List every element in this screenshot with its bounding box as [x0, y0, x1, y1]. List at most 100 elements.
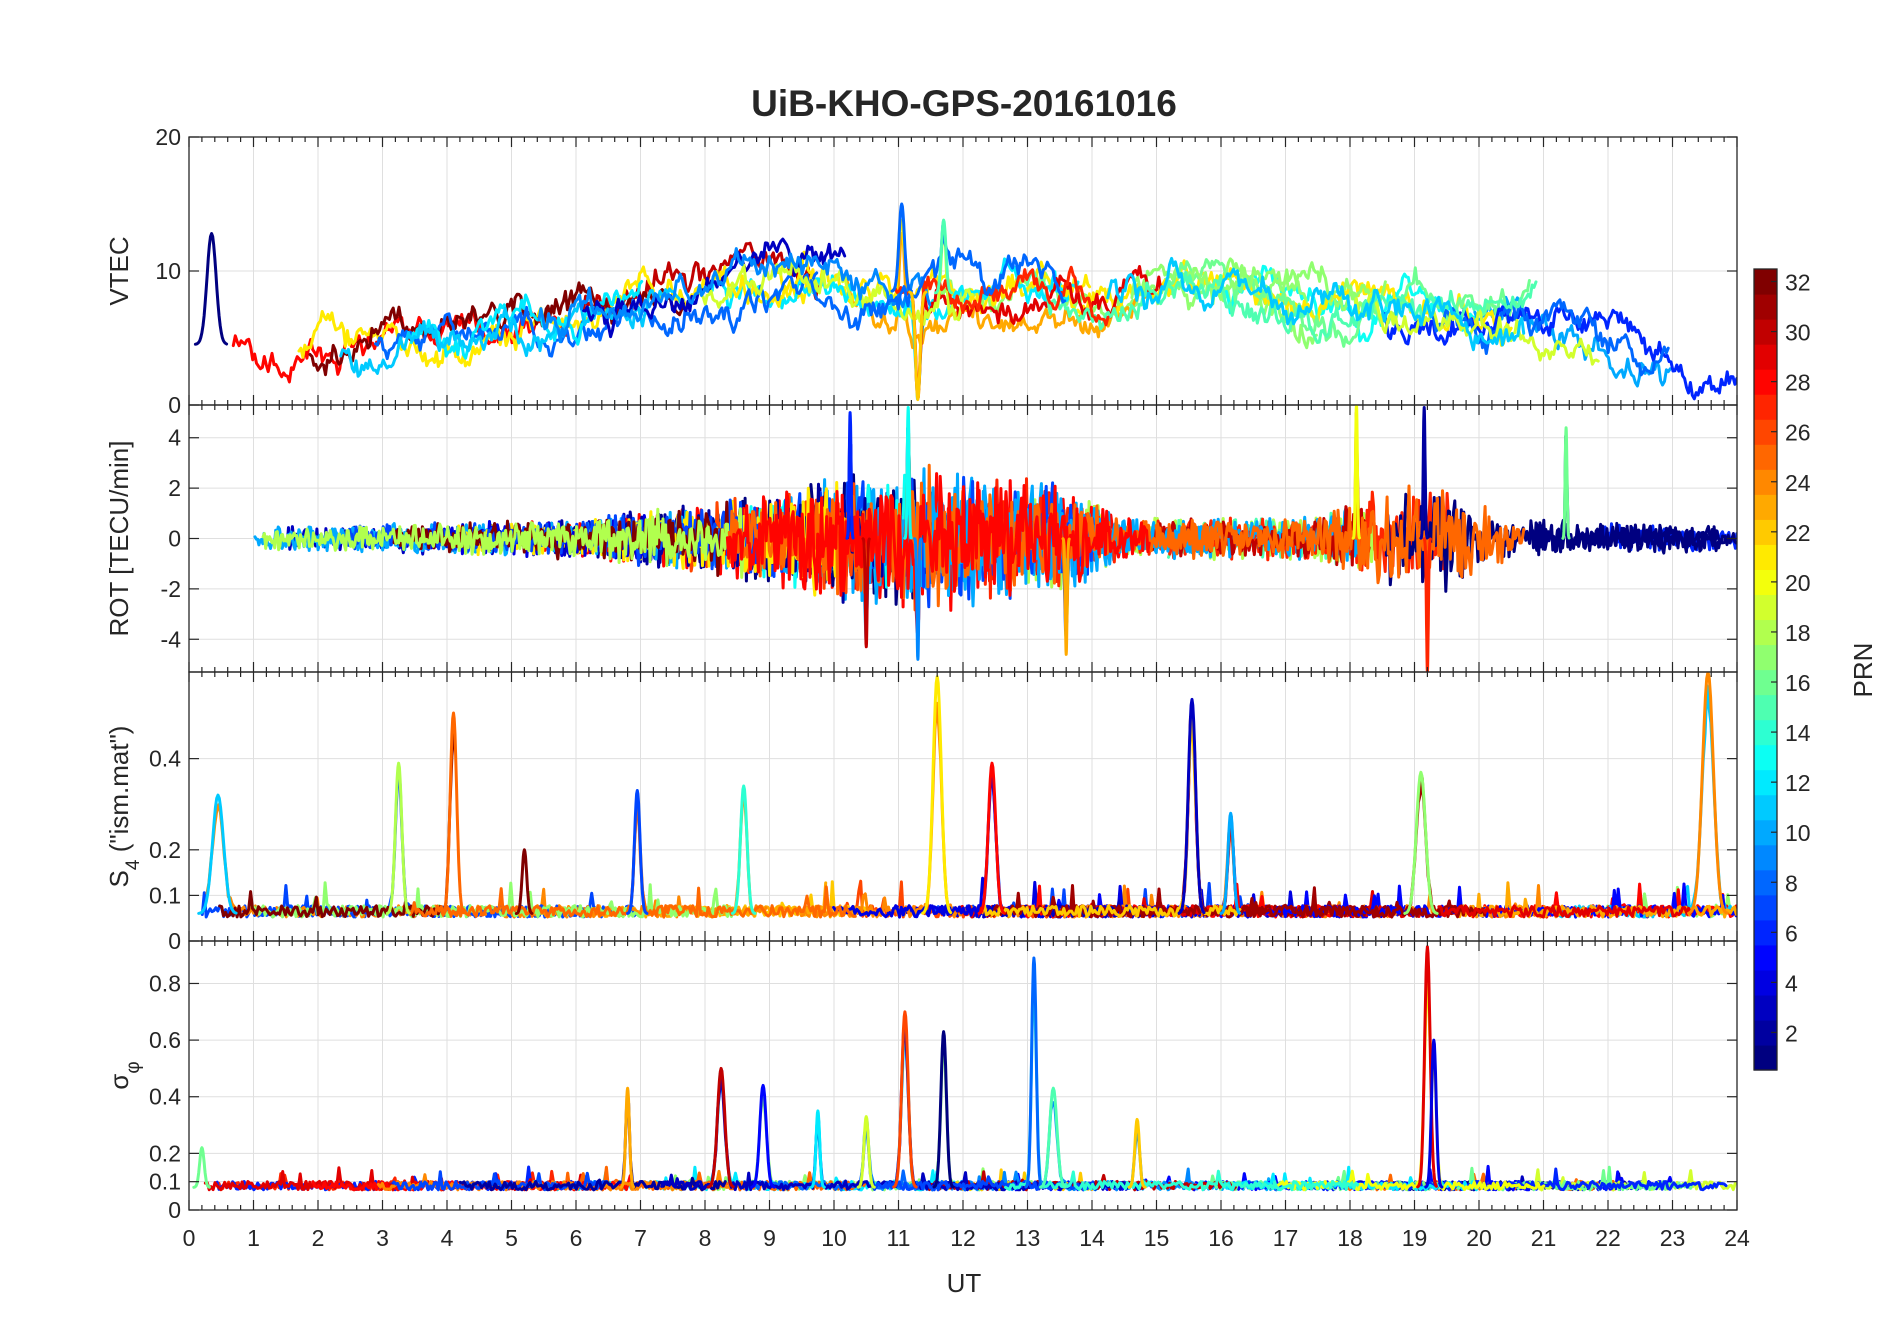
sigma_phi-trace-prn-12 [530, 1033, 956, 1192]
colorbar-tick-label: 30 [1785, 320, 1811, 346]
s4-trace-prn-24 [796, 701, 1132, 919]
sigma_phi-feature-peak [892, 1010, 918, 1189]
s4-feature-peak [1687, 672, 1729, 915]
colorbar-tick-label: 28 [1785, 370, 1811, 396]
colorbar-band [1754, 1019, 1777, 1046]
vtec-trace-prn-11 [1106, 256, 1526, 352]
rot-trace-prn-6 [1595, 522, 1737, 553]
rot-trace-prn-28 [725, 474, 1151, 638]
colorbar-tick-label: 14 [1785, 720, 1811, 746]
s4-feature-peak [385, 761, 411, 915]
x-tick-label: 17 [1273, 1225, 1299, 1251]
sigma_phi-feature-peak [1024, 956, 1044, 1189]
s4-trace-prn-24 [1072, 824, 1569, 919]
panel-sigma-phi: 00.1 0.2 0.4 0.6 0.8 σφ [104, 940, 1738, 1223]
colorbar-tick-label: 4 [1785, 970, 1798, 996]
sigma_phi-feature-peak [1127, 1117, 1147, 1189]
sigma_phi-y-tick-label: 0.4 [149, 1084, 181, 1110]
s4-feature-peak [1403, 770, 1439, 915]
rot-trace-prn-18 [261, 507, 746, 579]
x-tick-label: 1 [247, 1225, 260, 1251]
vtec-feature-peak [908, 290, 928, 402]
vtec-y-tick-label: 10 [155, 258, 181, 284]
s4-y-tick-label: 0.2 [149, 837, 181, 863]
colorbar-band [1754, 1044, 1777, 1071]
x-tick-label: 8 [699, 1225, 712, 1251]
s4-feature-peak [514, 848, 534, 915]
x-tick-label: 13 [1015, 1225, 1041, 1251]
sigma_phi-y-tick-label: 0.6 [149, 1027, 181, 1053]
s4-y-tick-label: 0.4 [149, 746, 181, 772]
rot-feature-peak [1561, 426, 1571, 540]
x-tick-label: 9 [763, 1225, 776, 1251]
x-tick-label: 15 [1144, 1225, 1170, 1251]
colorbar-tick-label: 2 [1785, 1020, 1798, 1046]
sigma_phi-ylabel-sub: φ [123, 1061, 144, 1073]
sigma_phi-feature-peak [809, 1109, 826, 1189]
vtec-trace-prn-27 [891, 265, 1110, 399]
colorbar-band [1754, 394, 1777, 420]
x-tick-label: 20 [1466, 1225, 1492, 1251]
vtec-trace-prn-8 [1428, 298, 1670, 377]
vtec-trace-prn-3 [582, 237, 847, 339]
vtec-trace-prn-19 [697, 222, 974, 326]
colorbar-tick-label: 16 [1785, 670, 1811, 696]
colorbar-band [1754, 344, 1777, 370]
sigma_phi-trace-prn-17 [666, 1039, 1033, 1192]
sigma_phi-ticks [188, 941, 1738, 1211]
chart-title: UiB-KHO-GPS-20161016 [751, 83, 1177, 124]
colorbar-tick-label: 20 [1785, 570, 1811, 596]
colorbar-frame [1753, 268, 1778, 1071]
panel-rot: -4 -2 0 2 4 ROT [TECU/min] [104, 404, 1738, 673]
x-tick-label: 23 [1660, 1225, 1686, 1251]
rot-ticks [188, 405, 1738, 672]
vtec-y-tick-label: 0 [168, 392, 181, 418]
s4-trace-prn-22 [981, 706, 1242, 918]
sigma_phi-feature-peak [1416, 945, 1438, 1189]
colorbar-band [1754, 594, 1777, 621]
s4-feature-peak [197, 793, 238, 915]
sigma_phi-feature-peak [192, 1146, 211, 1189]
colorbar-band [1754, 369, 1777, 395]
sigma_phi-grid [188, 941, 1738, 1211]
s4-feature-peak [626, 789, 649, 915]
sigma_phi-y-axis-label: σφ [104, 1061, 144, 1089]
sigma_phi-feature-peak [1038, 1086, 1067, 1189]
vtec-grid [188, 136, 1738, 406]
colorbar-band [1754, 519, 1777, 545]
x-tick-label: 5 [505, 1225, 518, 1251]
sigma_phi-trace-prn-2 [458, 1101, 727, 1192]
s4-trace-prn-11 [1558, 684, 1737, 919]
colorbar-band [1754, 694, 1777, 721]
colorbar-band [1754, 994, 1777, 1021]
rot-feature-peak [1351, 405, 1361, 540]
colorbar-band [1754, 544, 1777, 570]
colorbar-band [1754, 969, 1777, 996]
x-tick-label: 21 [1531, 1225, 1557, 1251]
colorbar-band [1754, 794, 1777, 821]
sigma_phi-traces [192, 945, 1737, 1192]
s4-trace-prn-24 [205, 803, 654, 919]
colorbar-band [1754, 844, 1777, 871]
vtec-feature-peak [890, 202, 913, 293]
vtec-feature-peak [934, 218, 954, 295]
vtec-trace-prn-12 [409, 280, 644, 360]
sigma_phi-ylabel-main: σ [104, 1074, 134, 1090]
s4-trace-prn-29 [956, 814, 1425, 919]
x-tick-label: 6 [570, 1225, 583, 1251]
x-tick-label: 16 [1208, 1225, 1234, 1251]
rot-feature-peak [1419, 406, 1429, 540]
colorbar-tick-label: 22 [1785, 520, 1811, 546]
x-tick-label: 24 [1724, 1225, 1750, 1251]
colorbar-band [1754, 469, 1777, 495]
sigma_phi-trace-prn-20 [1267, 956, 1546, 1192]
panel-vtec: 0 10 20 VTEC [104, 124, 1738, 418]
rot-y-axis-label: ROT [TECU/min] [104, 441, 134, 637]
panel-s4: 00.10.20.4S4 ("ism.mat") [104, 671, 1738, 954]
colorbar-band [1754, 744, 1777, 771]
rot-y-tick-label: 4 [168, 425, 181, 451]
colorbar-band [1754, 319, 1777, 345]
s4-grid [188, 672, 1738, 942]
